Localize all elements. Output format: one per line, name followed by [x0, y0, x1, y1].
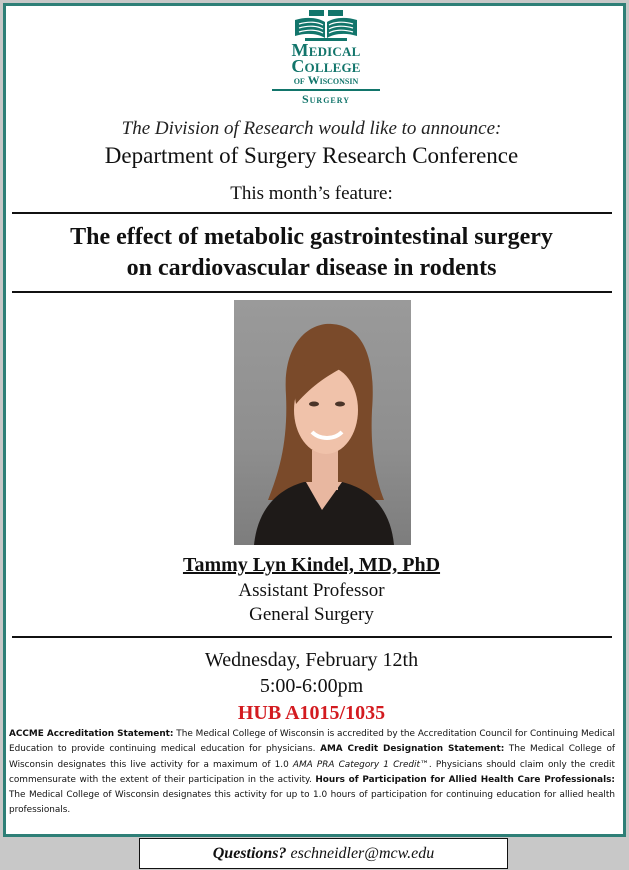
logo-divider — [272, 89, 380, 91]
conference-title: Department of Surgery Research Conferenc… — [104, 143, 519, 168]
open-book-icon — [295, 10, 357, 41]
event-time: 5:00-6:00pm — [259, 675, 364, 697]
allied-label: Hours of Participation for Allied Health… — [315, 774, 615, 785]
speaker-portrait-illustration — [254, 323, 394, 545]
ama-text-1: The Medical College of Wisconsin designa… — [9, 744, 615, 770]
divider-top — [12, 212, 612, 214]
announcement-text: The Division of Research would like to a… — [121, 118, 502, 139]
questions-box: Questions? eschneidler@mcw.edu — [139, 838, 508, 869]
accreditation-statement: ACCME Accreditation Statement: The Medic… — [9, 727, 615, 819]
ama-credit: AMA PRA Category 1 Credit™ — [292, 759, 429, 770]
ama-label: AMA Credit Designation Statement: — [320, 744, 505, 755]
feature-label: This month’s feature: — [230, 183, 393, 204]
logo-college: College — [291, 56, 361, 76]
divider-below-speaker — [12, 636, 612, 638]
talk-title-line-1: The effect of metabolic gastrointestinal… — [70, 224, 553, 250]
accme-label: ACCME Accreditation Statement: — [9, 729, 174, 739]
speaker-department: General Surgery — [249, 604, 374, 625]
speaker-name: Tammy Lyn Kindel, MD, PhD — [182, 554, 441, 576]
speaker-photo — [234, 300, 411, 545]
accme-text: The Medical College of Wisconsin is accr… — [9, 729, 616, 755]
logo-medical: Medical — [291, 40, 361, 60]
event-location: HUB A1015/1035 — [237, 702, 386, 724]
divider-below-title — [12, 291, 612, 293]
logo-surgery: Surgery — [301, 92, 351, 106]
ama-text-2: . Physicians should claim only the credi… — [9, 759, 615, 785]
talk-title: The effect of metabolic gastrointestinal… — [0, 222, 623, 284]
speaker-title: Assistant Professor — [238, 580, 385, 601]
allied-text: The Medical College of Wisconsin designa… — [9, 790, 615, 816]
contact-email-link[interactable]: eschneidler@mcw.edu — [286, 845, 435, 862]
questions-label: Questions? — [212, 845, 287, 862]
mcw-surgery-logo: Medical College of Wisconsin Surgery — [266, 10, 386, 114]
logo-of-wisconsin: of Wisconsin — [293, 73, 359, 87]
talk-title-line-2: on cardiovascular disease in rodents — [126, 255, 497, 281]
event-date: Wednesday, February 12th — [204, 649, 419, 671]
